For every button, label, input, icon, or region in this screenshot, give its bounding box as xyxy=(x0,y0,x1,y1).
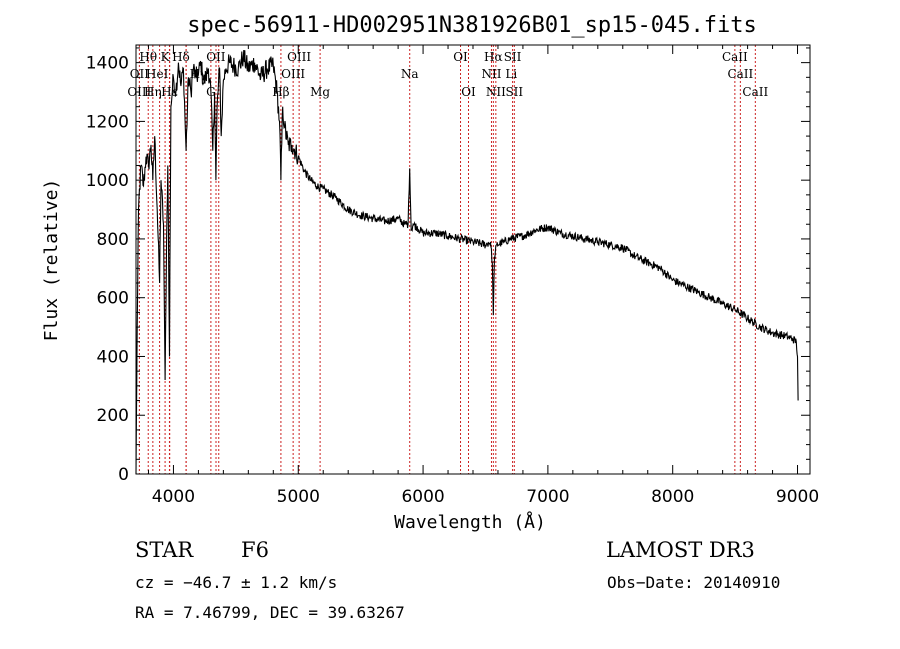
spectrum-line xyxy=(135,49,799,475)
reference-label-18: Hα xyxy=(484,50,503,64)
x-tick-label-5000: 5000 xyxy=(277,487,320,507)
survey-name: LAMOST DR3 xyxy=(606,538,755,562)
y-tick-label-200: 200 xyxy=(97,406,129,426)
redshift-cz: cz = −46.7 ± 1.2 km/s xyxy=(135,573,338,592)
spectrum-chart: spec-56911-HD002951N381926B01_sp15-045.f… xyxy=(41,13,819,533)
reference-label-2: Hδ xyxy=(172,50,190,64)
reference-label-26: CaII xyxy=(742,85,768,99)
y-tick-label-1400: 1400 xyxy=(86,54,129,74)
reference-label-20: NII xyxy=(481,67,501,81)
object-class: STAR xyxy=(135,538,194,562)
y-tick-label-1000: 1000 xyxy=(86,171,129,191)
y-axis: 0 200 400 600 800 1000 1200 1400 xyxy=(86,47,810,485)
reference-label-21: Li xyxy=(505,67,517,81)
spectral-subclass: F6 xyxy=(241,538,269,562)
reference-label-22: NII xyxy=(486,85,506,99)
y-tick-label-1200: 1200 xyxy=(86,112,129,132)
reference-label-14: Mg xyxy=(310,85,330,99)
x-axis: 4000 5000 6000 7000 8000 9000 xyxy=(147,45,819,507)
y-tick-label-400: 400 xyxy=(97,347,129,367)
reference-label-4: HeI xyxy=(146,67,169,81)
x-tick-label-6000: 6000 xyxy=(401,487,444,507)
reference-label-24: CaII xyxy=(722,50,748,64)
reference-label-3: OII xyxy=(130,67,150,81)
x-axis-label: Wavelength (Å) xyxy=(394,511,546,533)
chart-title: spec-56911-HD002951N381926B01_sp15-045.f… xyxy=(187,13,757,38)
reference-label-25: CaII xyxy=(727,67,753,81)
x-tick-label-7000: 7000 xyxy=(526,487,569,507)
x-tick-label-9000: 9000 xyxy=(776,487,819,507)
reference-label-15: Na xyxy=(401,67,419,81)
plot-frame xyxy=(135,44,811,475)
reference-label-8: OIII xyxy=(281,67,305,81)
x-tick-label-8000: 8000 xyxy=(651,487,694,507)
x-tick-label-4000: 4000 xyxy=(152,487,195,507)
y-tick-label-0: 0 xyxy=(118,465,129,485)
observation-date: Obs−Date: 20140910 xyxy=(607,573,781,592)
reference-label-13: Hβ xyxy=(272,85,289,99)
reference-label-5: OII xyxy=(206,50,226,64)
reference-label-19: SII xyxy=(504,50,522,64)
reference-label-17: OI xyxy=(461,85,476,99)
reference-label-10: Hη xyxy=(144,85,162,99)
reference-label-1: K xyxy=(161,50,171,64)
ra-dec-coordinates: RA = 7.46799, DEC = 39.63267 xyxy=(135,603,405,622)
y-axis-label: Flux (relative) xyxy=(41,179,62,342)
reference-label-11: Hε xyxy=(161,85,178,99)
reference-label-16: OI xyxy=(453,50,468,64)
reference-label-0: Hθ xyxy=(139,50,157,64)
reference-lines xyxy=(138,45,756,474)
y-tick-label-600: 600 xyxy=(97,289,129,309)
reference-label-7: OIII xyxy=(287,50,311,64)
y-tick-label-800: 800 xyxy=(97,230,129,250)
reference-label-23: SII xyxy=(505,85,523,99)
